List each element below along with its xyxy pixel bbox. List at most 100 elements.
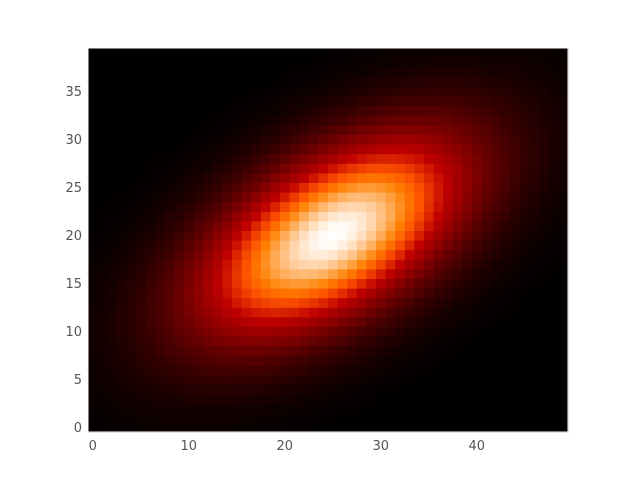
- heatmap-cell: [481, 307, 492, 318]
- heatmap-cell: [500, 192, 511, 203]
- heatmap-cell: [548, 124, 559, 135]
- heatmap-cell: [232, 211, 243, 222]
- heatmap-cell: [395, 105, 406, 116]
- heatmap-cell: [203, 364, 214, 375]
- heatmap-cell: [337, 316, 348, 327]
- heatmap-cell: [88, 259, 99, 270]
- heatmap-cell: [260, 57, 271, 68]
- heatmap-cell: [443, 124, 454, 135]
- heatmap-cell: [529, 153, 540, 164]
- heatmap-cell: [520, 76, 531, 87]
- heatmap-cell: [107, 393, 118, 404]
- heatmap-cell: [299, 163, 310, 174]
- heatmap-cell: [232, 403, 243, 414]
- heatmap-cell: [164, 403, 175, 414]
- heatmap-cell: [404, 153, 415, 164]
- heatmap-cell: [376, 230, 387, 241]
- heatmap-cell: [88, 355, 99, 366]
- heatmap-cell: [337, 307, 348, 318]
- heatmap-cell: [164, 76, 175, 87]
- heatmap-cell: [356, 393, 367, 404]
- heatmap-cell: [347, 307, 358, 318]
- heatmap-cell: [145, 211, 156, 222]
- heatmap-cell: [155, 163, 166, 174]
- heatmap-cell: [366, 192, 377, 203]
- heatmap-cell: [97, 76, 108, 87]
- heatmap-cell: [424, 220, 435, 231]
- heatmap-cell: [232, 76, 243, 87]
- heatmap-cell: [548, 144, 559, 155]
- heatmap-cell: [155, 115, 166, 126]
- heatmap-cell: [251, 182, 262, 193]
- heatmap-cell: [500, 201, 511, 212]
- heatmap-cell: [366, 144, 377, 155]
- heatmap-cell: [212, 288, 223, 299]
- heatmap-cell: [145, 153, 156, 164]
- heatmap-cell: [529, 326, 540, 337]
- heatmap-cell: [520, 307, 531, 318]
- heatmap-cell: [452, 124, 463, 135]
- heatmap-cell: [251, 316, 262, 327]
- heatmap-cell: [174, 163, 185, 174]
- heatmap-cell: [116, 384, 127, 395]
- heatmap-cell: [452, 163, 463, 174]
- heatmap-cell: [385, 403, 396, 414]
- heatmap-cell: [116, 374, 127, 385]
- heatmap-cell: [251, 307, 262, 318]
- heatmap-cell: [424, 326, 435, 337]
- heatmap-cell: [433, 268, 444, 279]
- heatmap-cell: [280, 412, 291, 423]
- heatmap-cell: [212, 268, 223, 279]
- heatmap-cell: [318, 115, 329, 126]
- heatmap-cell: [500, 48, 511, 59]
- heatmap-cell: [145, 240, 156, 251]
- heatmap-cell: [414, 124, 425, 135]
- heatmap-cell: [155, 288, 166, 299]
- heatmap-cell: [481, 86, 492, 97]
- heatmap-cell: [347, 364, 358, 375]
- heatmap-cell: [414, 144, 425, 155]
- heatmap-cell: [318, 105, 329, 116]
- heatmap-cell: [241, 67, 252, 78]
- heatmap-cell: [155, 134, 166, 145]
- heatmap-cell: [212, 182, 223, 193]
- heatmap-cell: [539, 326, 550, 337]
- heatmap-cell: [510, 134, 521, 145]
- heatmap-cell: [443, 230, 454, 241]
- heatmap-cell: [88, 48, 99, 59]
- heatmap-cell: [356, 336, 367, 347]
- heatmap-cell: [395, 278, 406, 289]
- heatmap-cell: [241, 172, 252, 183]
- heatmap-cell: [88, 297, 99, 308]
- heatmap-cell: [184, 307, 195, 318]
- heatmap-cell: [116, 307, 127, 318]
- heatmap-cell: [299, 345, 310, 356]
- heatmap-cell: [366, 393, 377, 404]
- heatmap-cell: [424, 115, 435, 126]
- heatmap-cell: [212, 297, 223, 308]
- heatmap-cell: [260, 86, 271, 97]
- heatmap-cell: [164, 249, 175, 260]
- heatmap-cell: [481, 201, 492, 212]
- heatmap-cell: [318, 412, 329, 423]
- heatmap-cell: [539, 297, 550, 308]
- heatmap-cell: [203, 57, 214, 68]
- heatmap-cell: [529, 134, 540, 145]
- heatmap-cell: [395, 124, 406, 135]
- heatmap-cell: [107, 297, 118, 308]
- heatmap-cell: [328, 144, 339, 155]
- heatmap-cell: [88, 326, 99, 337]
- heatmap-cell: [97, 403, 108, 414]
- heatmap-cell: [289, 240, 300, 251]
- heatmap-cell: [472, 96, 483, 107]
- heatmap-cell: [491, 115, 502, 126]
- heatmap-cell: [376, 307, 387, 318]
- heatmap-cell: [366, 172, 377, 183]
- heatmap-cell: [347, 48, 358, 59]
- heatmap-cell: [318, 364, 329, 375]
- heatmap-cell: [548, 288, 559, 299]
- heatmap-cell: [193, 172, 204, 183]
- heatmap-cell: [126, 374, 137, 385]
- heatmap-cell: [558, 249, 569, 260]
- heatmap-cell: [395, 288, 406, 299]
